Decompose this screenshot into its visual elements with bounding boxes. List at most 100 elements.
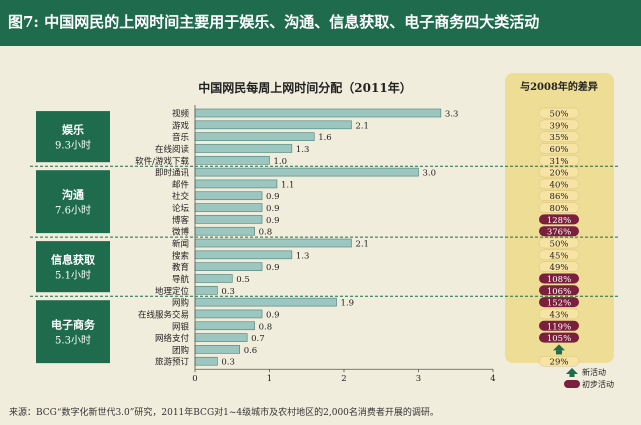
bar-category-label: 游戏 xyxy=(172,120,190,131)
category-total: 9.3小时 xyxy=(55,140,91,152)
bar xyxy=(194,144,293,153)
bar xyxy=(194,333,248,342)
change-badge-label: 376% xyxy=(547,228,571,238)
change-badge xyxy=(539,273,579,284)
change-badge-label: 50% xyxy=(550,110,569,120)
category-box xyxy=(36,170,110,234)
bar-value-label: 1.0 xyxy=(274,157,288,167)
change-badge xyxy=(538,178,580,190)
bar-category-label: 论坛 xyxy=(172,203,190,214)
category-box xyxy=(36,111,110,163)
bar-value-label: 0.9 xyxy=(266,216,280,226)
bar-value-label: 0.9 xyxy=(266,310,280,320)
category-box xyxy=(36,241,110,293)
category-total: 5.3小时 xyxy=(55,335,91,347)
change-badge xyxy=(538,166,580,178)
bar-value-label: 2.1 xyxy=(355,121,369,131)
bar xyxy=(194,285,218,295)
bar-value-label: 0.3 xyxy=(221,358,235,368)
bar xyxy=(194,191,263,201)
bar xyxy=(194,262,263,271)
bar-category-label: 音乐 xyxy=(172,132,190,143)
source-note: 来源：BCG“数字化新世代3.0”研究，2011年BCG对1~4级城市及农村地区… xyxy=(9,408,439,418)
new-activity-arrow-icon xyxy=(553,344,565,351)
category-name: 电子商务 xyxy=(51,318,96,332)
bar-value-label: 3.0 xyxy=(423,169,437,179)
change-badge xyxy=(538,308,580,320)
bar-category-label: 新闻 xyxy=(172,239,189,250)
change-badge xyxy=(538,261,580,272)
bar-category-label: 导航 xyxy=(172,274,190,285)
bar-value-label: 0.8 xyxy=(259,228,273,238)
bar xyxy=(194,203,263,212)
category-total: 5.1小时 xyxy=(55,270,91,282)
change-badge-label: 39% xyxy=(550,121,569,131)
change-badge-label: 43% xyxy=(550,310,569,320)
bar-category-label: 网络支付 xyxy=(155,333,190,344)
change-badge-label: 105% xyxy=(547,334,571,344)
change-badge xyxy=(538,107,580,119)
change-badge-label: 31% xyxy=(550,157,569,167)
change-badge-label: 40% xyxy=(550,180,569,190)
bar-category-label: 搜索 xyxy=(172,250,189,261)
bar-category-label: 软件/游戏下载 xyxy=(135,156,189,167)
change-badge xyxy=(538,155,580,166)
bar-value-label: 0.9 xyxy=(266,204,280,214)
legend-arrow-stem xyxy=(569,374,575,377)
bar-category-label: 团购 xyxy=(172,345,189,356)
change-badge xyxy=(538,131,580,142)
change-badge-label: 106% xyxy=(547,287,571,297)
change-badge xyxy=(538,202,580,213)
new-activity-arrow-stem xyxy=(556,350,562,355)
bar xyxy=(194,309,263,319)
bar-value-label: 2.1 xyxy=(355,240,369,250)
legend-dark-badge xyxy=(564,380,580,388)
change-badge xyxy=(538,249,580,261)
change-badge xyxy=(539,320,579,331)
chart-title: 中国网民每周上网时间分配（2011年） xyxy=(198,80,411,95)
bar-category-label: 网购 xyxy=(172,298,189,309)
change-badge-label: 50% xyxy=(550,240,569,250)
bar xyxy=(194,250,293,260)
change-badge xyxy=(539,226,579,237)
bar xyxy=(194,297,337,307)
bar xyxy=(194,132,315,141)
bar-value-label: 3.3 xyxy=(445,110,459,120)
change-badge-label: 108% xyxy=(547,275,571,285)
bar-value-label: 1.1 xyxy=(281,180,295,190)
category-name: 娱乐 xyxy=(62,123,84,137)
bar xyxy=(194,167,419,177)
x-tick-label: 3 xyxy=(416,374,421,384)
bar xyxy=(194,108,442,118)
change-panel-title: 与2008年的差异 xyxy=(520,80,598,93)
bar xyxy=(194,321,255,331)
change-badge-label: 20% xyxy=(550,169,569,179)
change-badge xyxy=(538,237,580,249)
change-badge xyxy=(538,119,580,131)
bar-value-label: 1.9 xyxy=(341,299,355,309)
bar-value-label: 1.3 xyxy=(296,145,310,155)
bar-category-label: 邮件 xyxy=(172,179,190,190)
change-badge xyxy=(539,332,579,343)
x-tick-label: 0 xyxy=(192,374,197,384)
bar-value-label: 1.6 xyxy=(318,133,332,143)
change-badge-label: 49% xyxy=(550,263,569,273)
change-badge-label: 128% xyxy=(547,216,571,226)
bar-category-label: 在线阅读 xyxy=(155,144,190,155)
bar xyxy=(194,179,278,189)
category-total: 7.6小时 xyxy=(55,205,91,217)
bar-value-label: 0.5 xyxy=(236,275,250,285)
change-badge-label: 152% xyxy=(547,299,571,309)
bar-category-label: 微博 xyxy=(172,227,190,238)
bar-category-label: 博客 xyxy=(172,215,190,226)
header-bar: 图7: 中国网民的上网时间主要用于娱乐、沟通、信息获取、电子商务四大类活动 xyxy=(0,0,641,46)
legend-label: 初步活动 xyxy=(582,379,614,389)
bar xyxy=(194,226,255,236)
change-badge xyxy=(538,143,580,154)
bar-category-label: 即时通讯 xyxy=(155,168,190,179)
bar-category-label: 社交 xyxy=(172,191,190,202)
bar-category-label: 网银 xyxy=(172,321,190,332)
legend-arrow-icon xyxy=(566,368,578,374)
